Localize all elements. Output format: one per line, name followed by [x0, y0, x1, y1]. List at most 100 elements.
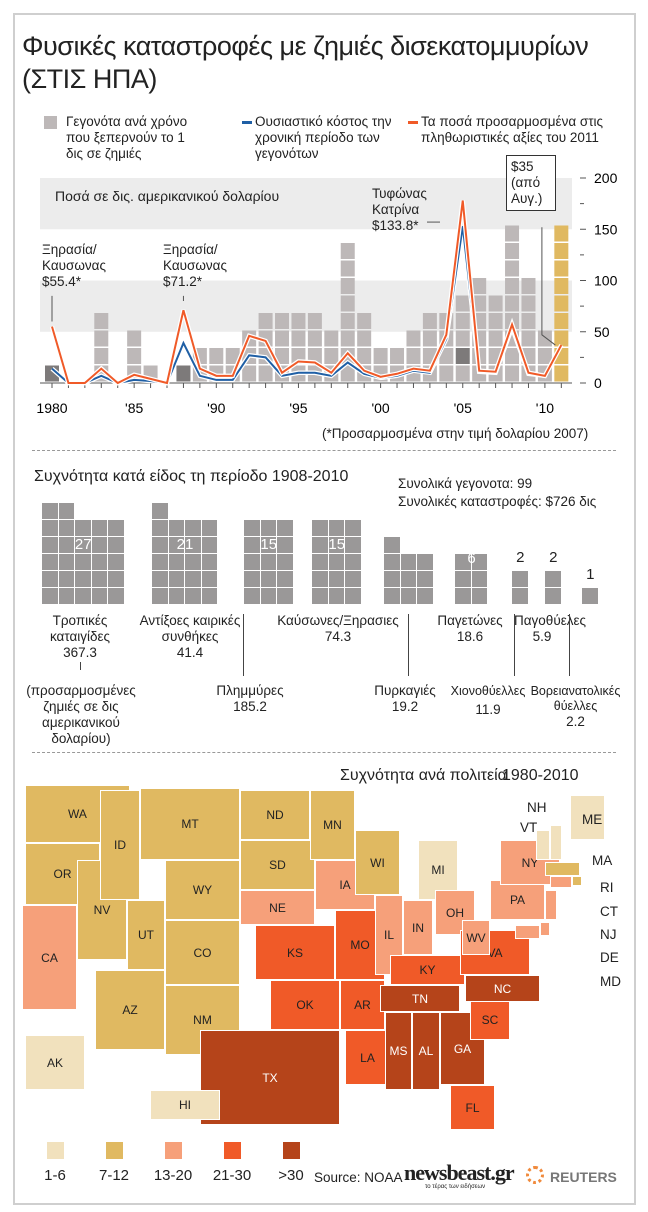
- event-block: [291, 330, 306, 347]
- event-block: [439, 348, 454, 364]
- state-ut[interactable]: UT: [127, 900, 165, 970]
- type-block: [384, 537, 400, 553]
- type-block: [545, 571, 561, 587]
- type-label-blizzard: Χιονοθύελλες 11.9: [450, 684, 526, 717]
- state-ri[interactable]: [572, 876, 582, 886]
- type-block: [260, 588, 276, 604]
- type-block: [260, 520, 276, 536]
- state-sd[interactable]: SD: [240, 840, 315, 890]
- state-oh[interactable]: OH: [435, 890, 475, 935]
- state-fl[interactable]: FL: [450, 1085, 495, 1130]
- state-me[interactable]: [570, 795, 605, 840]
- type-block: [345, 554, 361, 570]
- type-block: [75, 588, 91, 604]
- type-block: [108, 588, 124, 604]
- state-ia[interactable]: IA: [315, 860, 375, 910]
- type-block: [91, 520, 107, 536]
- type-count: 27: [74, 535, 92, 553]
- type-block: [168, 554, 184, 570]
- leader-line: [514, 614, 515, 676]
- event-block: [488, 330, 503, 347]
- state-la[interactable]: LA: [345, 1030, 390, 1085]
- total-damage: Συνολικές καταστροφές: $726 δις: [398, 494, 597, 509]
- type-block: [277, 520, 293, 536]
- state-ar[interactable]: AR: [340, 980, 385, 1030]
- state-hi[interactable]: HI: [150, 1090, 220, 1120]
- section-title-by-type: Συχνότητα κατά είδος τη περίοδο 1908-201…: [34, 468, 349, 485]
- state-de[interactable]: [540, 922, 550, 936]
- type-block: [108, 520, 124, 536]
- state-mt[interactable]: MT: [140, 788, 240, 860]
- state-ct[interactable]: [550, 876, 572, 888]
- type-block: [185, 537, 201, 553]
- state-in[interactable]: IN: [403, 900, 433, 955]
- state-mn[interactable]: MN: [310, 790, 355, 860]
- event-block: [455, 348, 470, 364]
- event-block: [209, 348, 224, 364]
- state-id[interactable]: ID: [100, 790, 140, 900]
- state-tx[interactable]: TX: [200, 1030, 340, 1125]
- event-block: [390, 348, 405, 364]
- infographic-frame: [13, 13, 636, 1205]
- type-block: [168, 537, 184, 553]
- state-ma[interactable]: [545, 862, 580, 876]
- event-block: [127, 330, 142, 347]
- state-tn[interactable]: TN: [380, 985, 460, 1012]
- type-block: [58, 588, 74, 604]
- type-label-icestorm: Παγοθύελες 5.9: [514, 613, 586, 644]
- state-az[interactable]: AZ: [95, 970, 165, 1050]
- divider: [32, 450, 616, 451]
- event-block: [373, 348, 388, 364]
- state-wv[interactable]: WV: [462, 920, 490, 955]
- event-block: [275, 313, 290, 329]
- state-ks[interactable]: KS: [255, 925, 335, 980]
- type-block: [345, 571, 361, 587]
- type-count: 2: [549, 549, 558, 566]
- type-block: [545, 588, 561, 604]
- event-block: [340, 295, 355, 312]
- state-ak[interactable]: AK: [25, 1035, 85, 1090]
- state-wy[interactable]: WY: [165, 860, 240, 920]
- type-block: [277, 537, 293, 553]
- type-block: [312, 537, 328, 553]
- type-block: [328, 588, 344, 604]
- state-co[interactable]: CO: [165, 920, 240, 985]
- reuters-logo: REUTERS: [550, 1169, 617, 1185]
- y-tick-label: 150: [594, 221, 618, 237]
- state-md[interactable]: [515, 925, 540, 939]
- type-block: [152, 537, 168, 553]
- state-ms[interactable]: MS: [385, 1012, 412, 1090]
- type-label-severe: Αντίξοες καιρικές συνθήκες 41.4: [139, 613, 241, 660]
- event-block: [554, 295, 569, 312]
- state-ky[interactable]: KY: [390, 955, 465, 985]
- y-tick-label: 50: [594, 324, 610, 340]
- type-block: [328, 537, 344, 553]
- state-pa[interactable]: PA: [490, 880, 545, 920]
- type-block: [91, 554, 107, 570]
- state-nd[interactable]: ND: [240, 790, 310, 840]
- event-block: [406, 348, 421, 364]
- type-block: [384, 554, 400, 570]
- event-block: [554, 243, 569, 259]
- annotation-1988: Ξηρασία/ Καυσωνας $71.2*: [163, 242, 227, 289]
- event-block: [340, 330, 355, 347]
- type-block: [512, 588, 528, 604]
- event-block: [505, 260, 520, 277]
- state-nj[interactable]: [545, 890, 557, 920]
- type-block: [42, 588, 58, 604]
- type-label-wildfires: Πυρκαγιές 19.2: [374, 683, 436, 714]
- state-ne[interactable]: NE: [240, 890, 315, 925]
- state-al[interactable]: AL: [412, 1012, 440, 1090]
- state-wi[interactable]: WI: [355, 830, 400, 895]
- state-ca[interactable]: CA: [22, 905, 77, 1010]
- state-vt[interactable]: [536, 830, 550, 860]
- type-block: [328, 571, 344, 587]
- state-nh[interactable]: [550, 825, 562, 860]
- type-block: [91, 588, 107, 604]
- state-sc[interactable]: SC: [470, 1000, 510, 1040]
- x-tick-label: '05: [454, 400, 472, 416]
- type-block: [277, 554, 293, 570]
- state-ok[interactable]: OK: [270, 980, 340, 1030]
- state-nc[interactable]: NC: [465, 975, 540, 1002]
- type-block: [455, 588, 471, 604]
